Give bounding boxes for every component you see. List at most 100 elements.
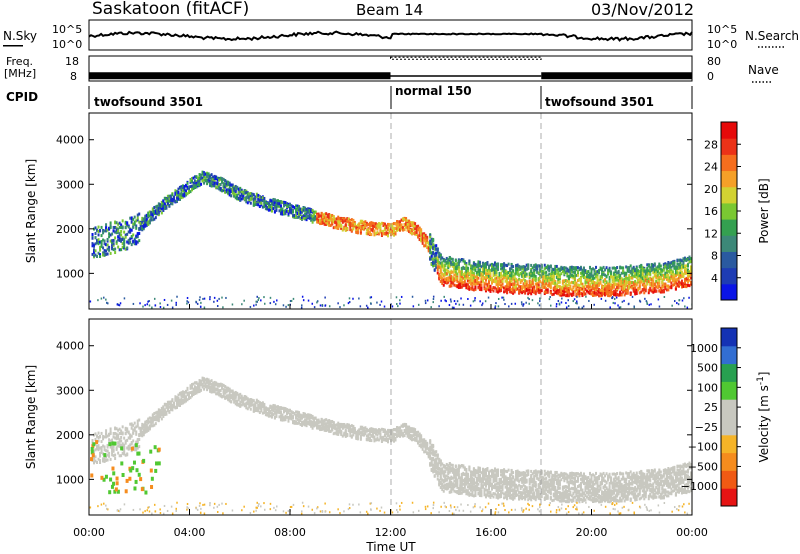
power-cell bbox=[436, 248, 439, 252]
power-cell bbox=[587, 273, 590, 277]
power-cell bbox=[664, 264, 667, 268]
power-cell bbox=[316, 220, 319, 224]
power-cell bbox=[138, 227, 141, 231]
power-cell bbox=[469, 269, 472, 273]
power-cell bbox=[609, 306, 611, 309]
power-cell bbox=[528, 298, 530, 301]
power-cell bbox=[311, 208, 314, 212]
power-cell bbox=[189, 190, 192, 194]
power-cell bbox=[343, 219, 346, 223]
power-cell bbox=[582, 266, 585, 270]
power-cell bbox=[634, 271, 637, 275]
power-cell bbox=[97, 242, 100, 246]
power-cell bbox=[224, 182, 227, 186]
beam-title: Beam 14 bbox=[356, 1, 423, 19]
power-cell bbox=[200, 301, 202, 304]
power-cell bbox=[341, 218, 344, 222]
power-cell bbox=[328, 218, 331, 222]
power-cell bbox=[400, 223, 403, 227]
power-cell bbox=[533, 264, 536, 268]
power-cell bbox=[503, 290, 506, 294]
velocity-cell bbox=[209, 386, 212, 390]
power-cell bbox=[561, 279, 564, 283]
power-cell bbox=[551, 293, 554, 297]
power-cell bbox=[588, 278, 591, 282]
power-cell bbox=[677, 258, 680, 262]
power-cell bbox=[216, 178, 219, 182]
power-cell bbox=[460, 277, 463, 281]
power-cell bbox=[192, 176, 195, 180]
power-cell bbox=[181, 186, 184, 190]
power-cell bbox=[638, 270, 641, 274]
power-cell bbox=[273, 205, 276, 209]
power-cell bbox=[448, 259, 451, 263]
power-cell bbox=[367, 231, 370, 235]
power-cell bbox=[552, 279, 555, 283]
power-cell bbox=[605, 274, 608, 278]
power-cell bbox=[409, 222, 412, 226]
power-cell bbox=[640, 271, 643, 275]
power-cell bbox=[276, 204, 279, 208]
power-cell bbox=[674, 280, 677, 284]
power-cell bbox=[483, 271, 486, 275]
power-cell bbox=[426, 240, 429, 244]
power-cell bbox=[486, 273, 489, 277]
power-cell bbox=[117, 229, 120, 233]
velocity-cell bbox=[224, 385, 227, 389]
power-cell bbox=[317, 218, 320, 222]
velocity-cell bbox=[224, 391, 227, 395]
power-cell bbox=[275, 203, 278, 207]
power-cell bbox=[287, 202, 290, 206]
power-cell bbox=[475, 275, 478, 279]
power-cell bbox=[557, 284, 560, 288]
velocity-cell bbox=[130, 426, 133, 430]
power-cell bbox=[545, 276, 548, 280]
power-cell bbox=[376, 224, 379, 228]
velocity-cell bbox=[228, 391, 231, 395]
power-cell bbox=[665, 273, 668, 277]
power-cell bbox=[359, 230, 362, 234]
power-cell bbox=[453, 269, 456, 273]
power-cell bbox=[506, 282, 509, 286]
power-cell bbox=[539, 291, 542, 295]
power-cell bbox=[430, 262, 433, 266]
power-cell bbox=[420, 233, 423, 237]
velocity-cell bbox=[168, 402, 171, 406]
power-cell bbox=[209, 298, 211, 301]
colorbar-label: 24 bbox=[704, 161, 718, 174]
power-cell bbox=[135, 226, 138, 230]
velocity-cell bbox=[132, 439, 135, 443]
power-cell bbox=[528, 276, 531, 280]
power-cell bbox=[552, 288, 555, 292]
power-cell bbox=[620, 278, 623, 282]
velocity-cell bbox=[147, 418, 150, 422]
power-cell bbox=[545, 279, 548, 283]
power-cell bbox=[638, 284, 641, 288]
velocity-cell bbox=[222, 383, 225, 387]
power-cell bbox=[272, 202, 275, 206]
power-cell bbox=[509, 283, 512, 287]
velocity-cell bbox=[169, 403, 172, 407]
power-cell bbox=[546, 283, 549, 287]
power-cell bbox=[323, 219, 326, 223]
power-cell bbox=[358, 222, 361, 226]
power-cell bbox=[633, 305, 635, 308]
power-cell bbox=[527, 292, 530, 296]
power-cell bbox=[166, 194, 169, 198]
power-cell bbox=[635, 292, 638, 296]
power-cell bbox=[147, 213, 150, 217]
power-cell bbox=[382, 222, 385, 226]
power-cell bbox=[503, 286, 506, 290]
power-cell bbox=[558, 267, 561, 271]
power-cell bbox=[94, 242, 97, 246]
power-cell bbox=[228, 185, 231, 189]
power-cell bbox=[576, 302, 578, 305]
power-cell bbox=[570, 265, 573, 269]
power-cell bbox=[472, 276, 475, 280]
power-cell bbox=[623, 299, 625, 302]
power-cell bbox=[540, 270, 543, 274]
power-cell bbox=[460, 285, 463, 289]
power-cell bbox=[180, 193, 183, 197]
power-cell bbox=[632, 281, 635, 285]
power-cell bbox=[601, 291, 604, 295]
